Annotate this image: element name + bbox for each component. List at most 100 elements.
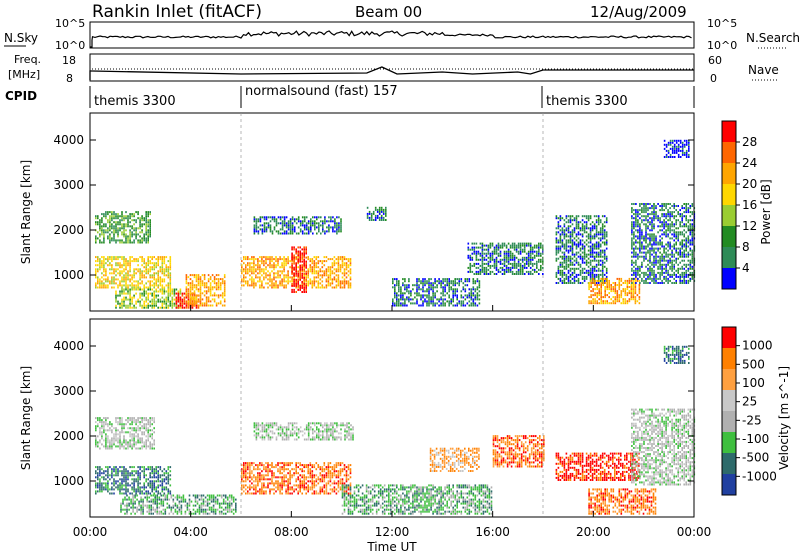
heatmap-cell [103,223,105,226]
heatmap-cell [191,294,194,297]
heatmap-cell [689,231,692,234]
heatmap-cell [303,288,305,291]
heatmap-cell [557,251,560,254]
heatmap-cell [199,302,202,305]
heatmap-cell [665,229,667,232]
heatmap-cell [153,290,155,293]
heatmap-cell [604,294,606,297]
heatmap-cell [261,286,263,289]
heatmap-cell [143,284,145,287]
heatmap-cell [679,267,681,270]
heatmap-cell [305,276,307,279]
heatmap-cell [155,280,157,283]
heatmap-cell [675,141,678,144]
heatmap-cell [478,286,481,289]
heatmap-cell [671,261,673,264]
heatmap-cell [299,254,301,257]
heatmap-cell [499,262,502,265]
heatmap-cell [591,265,594,268]
heatmap-cell [269,264,271,267]
heatmap-cell [109,272,111,275]
heatmap-cell [181,292,184,295]
heatmap-cell [583,227,586,230]
heatmap-cell [123,284,125,287]
heatmap-cell [601,271,604,274]
heatmap-cell [95,239,97,242]
heatmap-cell [97,256,99,259]
heatmap-cell [155,294,157,297]
heatmap-cell [207,296,210,299]
heatmap-cell [681,225,683,228]
heatmap-cell [372,210,375,213]
nsky-tick-bottom: 10^0 [55,39,85,52]
heatmap-cell [123,229,125,232]
heatmap-cell [412,302,414,305]
heatmap-cell [223,284,226,287]
heatmap-cell [193,296,196,299]
heatmap-cell [536,244,538,247]
heatmap-cell [105,223,107,226]
heatmap-cell [287,282,289,285]
heatmap-cell [434,296,436,299]
colorbar-segment [722,205,736,226]
heatmap-cell [587,245,590,248]
heatmap-cell [109,447,111,450]
heatmap-cell [687,282,690,284]
heatmap-cell [626,292,629,295]
heatmap-cell [289,220,292,223]
heatmap-cell [157,264,159,267]
heatmap-cell [585,271,588,274]
heatmap-cell [139,217,141,220]
heatmap-cell [121,276,123,279]
heatmap-cell [215,304,218,307]
heatmap-cell [131,417,133,420]
heatmap-cell [563,243,566,246]
heatmap-cell [149,266,151,269]
heatmap-cell [639,255,641,258]
heatmap-cell [651,261,653,264]
heatmap-cell [689,265,692,268]
heatmap-cell [265,222,268,225]
heatmap-cell [691,239,694,242]
heatmap-cell [517,246,520,249]
heatmap-cell [312,216,314,219]
heatmap-cell [525,252,528,255]
heatmap-cell [589,273,592,276]
heatmap-cell [600,300,602,303]
heatmap-cell [555,233,558,236]
heatmap-cell [283,218,286,221]
heatmap-cell [117,294,119,297]
heatmap-cell [687,255,690,258]
heatmap-cell [603,231,606,234]
heatmap-cell [633,253,635,256]
heatmap-cell [575,251,578,254]
heatmap-cell [95,237,97,240]
heatmap-cell [145,417,147,420]
heatmap-cell [273,262,275,265]
heatmap-cell [115,231,117,234]
heatmap-cell [149,229,151,232]
heatmap-cell [113,225,115,228]
heatmap-cell [594,300,596,303]
heatmap-cell [343,282,346,285]
heatmap-cell [434,278,436,281]
heatmap-cell [167,288,170,291]
heatmap-cell [585,217,588,220]
heatmap-cell [542,273,544,275]
heatmap-cell [663,271,665,274]
heatmap-cell [475,246,478,249]
heatmap-cell [424,282,426,285]
heatmap-cell [635,209,637,212]
heatmap-cell [279,258,281,261]
heatmap-cell [149,225,151,228]
heatmap-cell [677,145,680,148]
heatmap-cell [631,227,633,230]
heatmap-cell [606,286,608,288]
heatmap-cell [467,270,470,273]
heatmap-cell [603,251,606,254]
heatmap-cell [637,211,639,214]
heatmap-cell [683,215,685,218]
heatmap-cell [107,256,109,259]
heatmap-cell [157,294,159,297]
power-ylabel: Slant Range [km] [19,160,33,264]
